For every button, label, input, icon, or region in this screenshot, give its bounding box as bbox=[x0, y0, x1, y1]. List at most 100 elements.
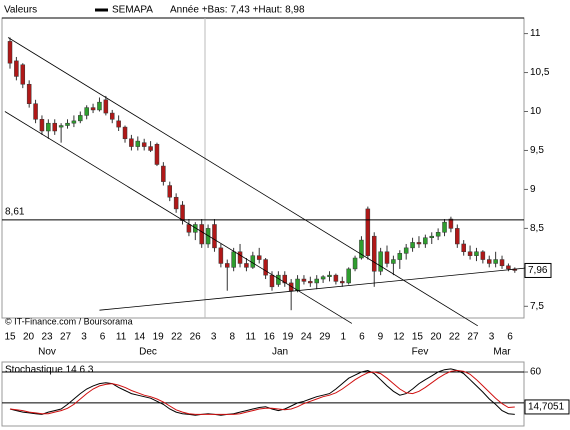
candle-body bbox=[103, 99, 109, 114]
candle-body bbox=[352, 257, 358, 270]
candle-body bbox=[474, 251, 479, 256]
candle-body bbox=[225, 263, 230, 268]
x-tick-label: 6 bbox=[359, 332, 365, 343]
x-tick-label: 24 bbox=[301, 332, 313, 343]
y-tick-label: 10,5 bbox=[530, 67, 550, 78]
candle-body bbox=[84, 107, 89, 116]
candle-body bbox=[250, 255, 256, 268]
month-label: Jan bbox=[272, 347, 288, 358]
candle-body bbox=[391, 259, 396, 264]
trendline bbox=[7, 37, 478, 327]
stoch-line bbox=[9, 368, 515, 416]
candle-body bbox=[346, 268, 351, 284]
stoch-frame bbox=[1, 361, 525, 427]
candle-body bbox=[7, 41, 13, 64]
candle-body bbox=[129, 138, 134, 147]
candle-body bbox=[448, 218, 454, 229]
x-tick-label: 8 bbox=[229, 332, 235, 343]
candle-body bbox=[71, 120, 77, 124]
candle-body bbox=[33, 103, 38, 120]
x-tick-label: 11 bbox=[116, 332, 127, 343]
candle-body bbox=[403, 247, 409, 254]
candle-body bbox=[333, 274, 339, 282]
copyright: © IT-Finance.com / Boursorama bbox=[5, 316, 133, 326]
month-label: Dec bbox=[139, 347, 157, 358]
candle-body bbox=[237, 251, 243, 264]
x-tick-label: 27 bbox=[467, 332, 479, 343]
stoch-line bbox=[9, 369, 515, 415]
candle-body bbox=[461, 243, 466, 253]
candle-body bbox=[161, 165, 166, 182]
candle-body bbox=[39, 119, 45, 132]
trendline bbox=[99, 267, 526, 311]
candle-body bbox=[26, 83, 32, 104]
stoch-title: Stochastique 14 6 3 bbox=[5, 365, 94, 376]
candle-body bbox=[90, 107, 96, 111]
x-tick-label: 9 bbox=[378, 332, 384, 343]
x-tick-label: 22 bbox=[171, 332, 183, 343]
candle-body bbox=[135, 140, 141, 147]
candle-body bbox=[193, 224, 198, 233]
last-value-label: 14,7051 bbox=[528, 402, 565, 413]
candle-body bbox=[231, 251, 236, 268]
x-tick-label: 19 bbox=[282, 332, 294, 343]
x-tick-label: 22 bbox=[449, 332, 461, 343]
y-tick-label: 60 bbox=[530, 367, 542, 378]
candle-body bbox=[46, 122, 51, 132]
candle-body bbox=[218, 247, 224, 264]
candle-body bbox=[269, 274, 275, 288]
candle-body bbox=[384, 251, 390, 264]
y-tick-label: 7,5 bbox=[530, 301, 544, 312]
candle-body bbox=[423, 237, 428, 245]
x-tick-label: 16 bbox=[264, 332, 276, 343]
candle-body bbox=[429, 235, 434, 238]
candle-body bbox=[212, 224, 217, 249]
candle-body bbox=[186, 224, 192, 233]
candle-body bbox=[244, 263, 249, 268]
x-tick-label: 6 bbox=[100, 332, 106, 343]
x-tick-label: 12 bbox=[393, 332, 405, 343]
candle-body bbox=[327, 274, 332, 277]
month-label: Nov bbox=[38, 347, 56, 358]
x-tick-label: 3 bbox=[211, 332, 217, 343]
y-tick-label: 10 bbox=[530, 106, 542, 117]
x-tick-label: 27 bbox=[60, 332, 72, 343]
candle-body bbox=[78, 115, 83, 122]
candle-body bbox=[256, 255, 262, 260]
x-tick-label: 29 bbox=[319, 332, 331, 343]
candle-body bbox=[442, 221, 447, 233]
candle-body bbox=[506, 265, 511, 270]
candle-body bbox=[371, 235, 377, 272]
candle-body bbox=[180, 204, 185, 221]
candle-body bbox=[205, 228, 211, 245]
candle-body bbox=[378, 251, 383, 272]
month-label: Mar bbox=[493, 347, 511, 358]
candle-body bbox=[467, 251, 473, 256]
y-tick-label: 9 bbox=[530, 184, 536, 195]
x-tick-label: 23 bbox=[41, 332, 53, 343]
candle-body bbox=[148, 146, 153, 151]
candle-body bbox=[480, 251, 486, 260]
trendline bbox=[4, 111, 353, 324]
candle-body bbox=[167, 185, 172, 198]
candle-body bbox=[141, 142, 147, 147]
symbol-label: SEMAPA bbox=[112, 5, 153, 16]
y-tick-label: 8,5 bbox=[530, 223, 544, 234]
x-tick-label: 15 bbox=[4, 332, 16, 343]
x-tick-label: 20 bbox=[23, 332, 35, 343]
candle-body bbox=[52, 122, 57, 132]
candle-body bbox=[301, 278, 307, 282]
x-tick-label: 6 bbox=[507, 332, 513, 343]
y-tick-label: 9,5 bbox=[530, 145, 544, 156]
candle-body bbox=[97, 101, 102, 111]
header: Valeurs bbox=[4, 5, 37, 16]
month-label: Fev bbox=[412, 347, 429, 358]
x-tick-label: 1 bbox=[341, 332, 347, 343]
candle-body bbox=[359, 239, 364, 259]
candle-body bbox=[410, 242, 415, 249]
candle-body bbox=[340, 281, 345, 284]
candle-body bbox=[435, 232, 441, 237]
x-tick-label: 11 bbox=[246, 332, 257, 343]
